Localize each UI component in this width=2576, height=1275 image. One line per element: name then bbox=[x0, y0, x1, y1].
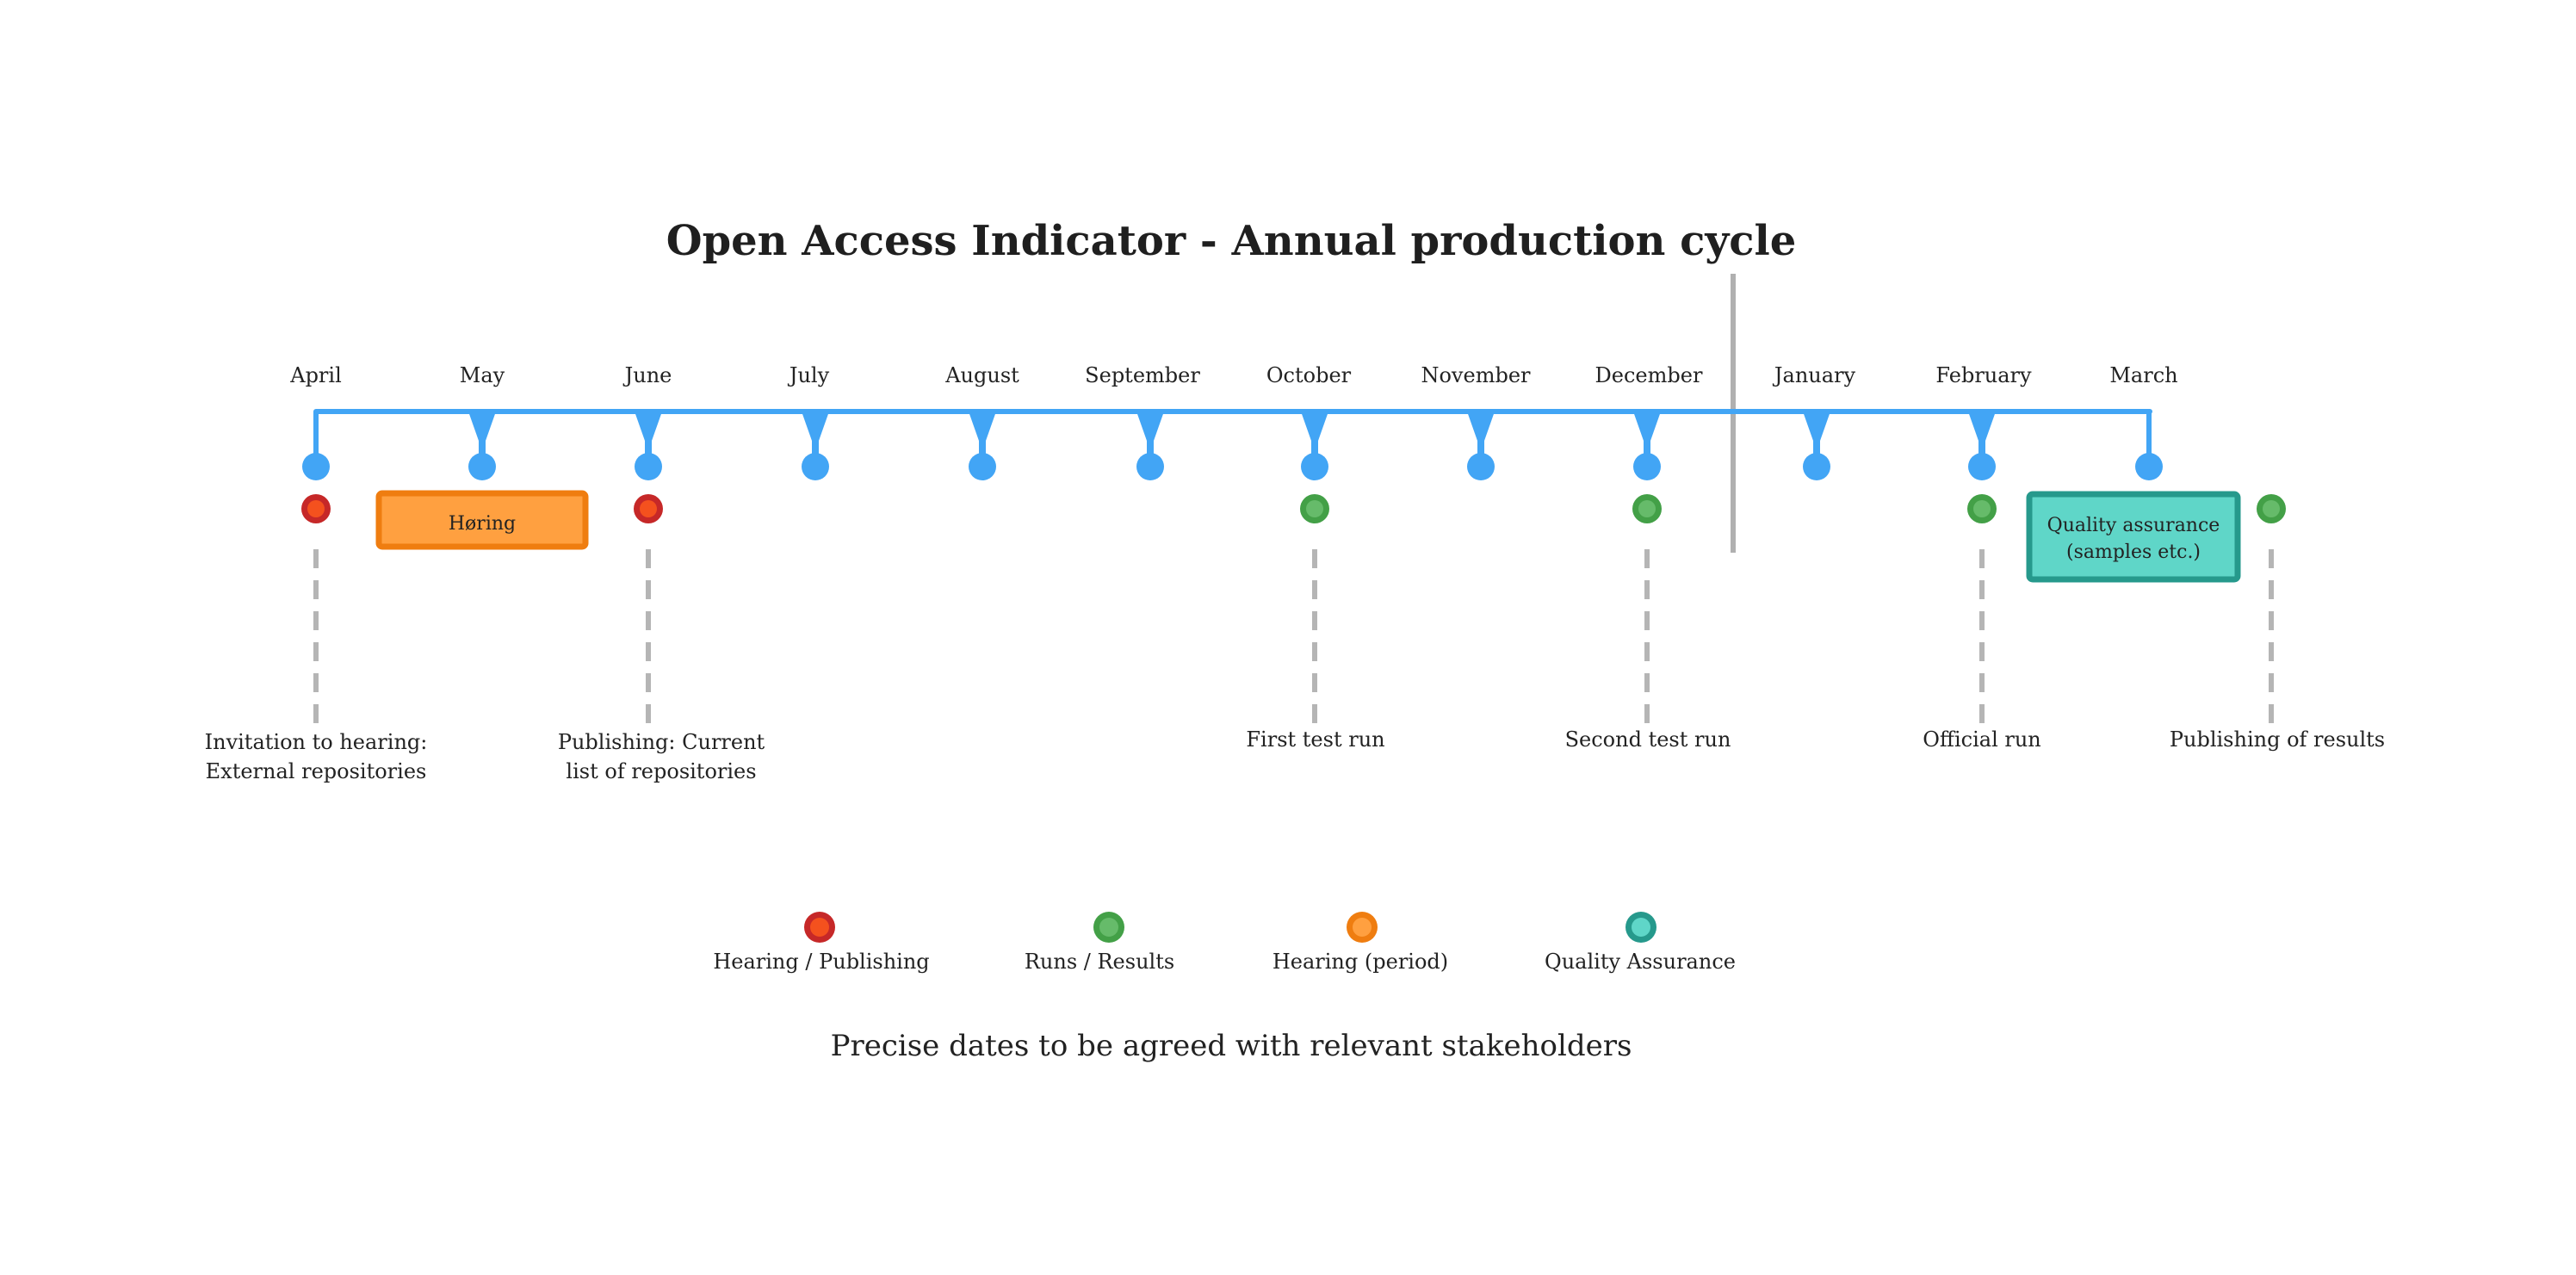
event-marker-core bbox=[1638, 500, 1656, 517]
legend-swatch-core bbox=[1099, 918, 1118, 937]
month-label-march: March bbox=[2109, 363, 2177, 387]
event-box-quality-assurance bbox=[2026, 491, 2241, 583]
month-label-april: April bbox=[289, 363, 342, 387]
month-dot-september bbox=[1136, 453, 1164, 480]
event-box-hearing-period bbox=[375, 490, 589, 550]
month-tick-october bbox=[1301, 412, 1328, 456]
month-dot-july bbox=[802, 453, 829, 480]
events-layer: Invitation to hearing: External repositor… bbox=[205, 490, 2385, 783]
footer-note: Precise dates to be agreed with relevant… bbox=[831, 1029, 1632, 1063]
month-label-june: June bbox=[622, 363, 672, 387]
event-box-label: Quality assurance bbox=[2047, 515, 2220, 536]
event-label: Official run bbox=[1923, 727, 2041, 752]
month-label-october: October bbox=[1266, 363, 1352, 387]
month-tick-november bbox=[1467, 412, 1495, 456]
month-label-may: May bbox=[460, 363, 505, 387]
event-label: Publishing: Current bbox=[558, 730, 765, 754]
month-tick-january bbox=[1803, 412, 1830, 456]
month-dot-december bbox=[1633, 453, 1661, 480]
months-layer: April May June July August September October No… bbox=[289, 363, 2178, 480]
event-marker-core bbox=[1973, 500, 1991, 517]
event-label: Second test run bbox=[1565, 727, 1731, 752]
month-dot-may bbox=[468, 453, 496, 480]
month-label-january: January bbox=[1772, 363, 1856, 387]
month-dot-october bbox=[1301, 453, 1328, 480]
month-tick-july bbox=[802, 412, 829, 456]
legend-swatch-core bbox=[810, 918, 829, 937]
month-dot-august bbox=[969, 453, 996, 480]
legend-label: Hearing / Publishing bbox=[713, 950, 929, 974]
month-tick-december bbox=[1633, 412, 1661, 456]
event-box-label: Høring bbox=[449, 513, 516, 535]
month-dot-june bbox=[635, 453, 662, 480]
month-tick-september bbox=[1136, 412, 1164, 456]
month-label-september: September bbox=[1085, 363, 1200, 387]
month-label-november: November bbox=[1421, 363, 1531, 387]
event-label: Invitation to hearing: bbox=[205, 730, 428, 754]
event-marker-core bbox=[307, 500, 325, 517]
month-tick-may bbox=[468, 412, 496, 456]
month-tick-august bbox=[969, 412, 996, 456]
month-tick-june bbox=[635, 412, 662, 456]
legend: Hearing / Publishing Runs / Results Hearin… bbox=[713, 912, 1736, 974]
legend-swatch-core bbox=[1353, 918, 1372, 937]
event-marker-core bbox=[1306, 500, 1323, 517]
event-marker-core bbox=[640, 500, 657, 517]
diagram-title: Open Access Indicator - Annual productio… bbox=[666, 217, 1797, 265]
month-dot-february bbox=[1968, 453, 1996, 480]
month-label-july: July bbox=[787, 363, 830, 387]
month-tick-february bbox=[1968, 412, 1996, 456]
month-label-december: December bbox=[1595, 363, 1703, 387]
legend-swatch-core bbox=[1632, 918, 1650, 937]
event-label: External repositories bbox=[206, 759, 427, 783]
legend-label: Runs / Results bbox=[1025, 950, 1174, 974]
legend-label: Hearing (period) bbox=[1273, 950, 1448, 974]
event-marker-core bbox=[2263, 500, 2280, 517]
month-dot-january bbox=[1803, 453, 1830, 480]
legend-label: Quality Assurance bbox=[1545, 950, 1736, 974]
event-box-label: (samples etc.) bbox=[2066, 542, 2201, 563]
month-dot-march bbox=[2135, 453, 2163, 480]
event-label: list of repositories bbox=[566, 759, 756, 783]
month-label-february: February bbox=[1935, 363, 2032, 387]
event-label: Publishing of results bbox=[2170, 727, 2385, 752]
month-dot-november bbox=[1467, 453, 1495, 480]
month-dot-april bbox=[302, 453, 330, 480]
event-label: First test run bbox=[1246, 727, 1384, 752]
month-label-august: August bbox=[944, 363, 1019, 387]
